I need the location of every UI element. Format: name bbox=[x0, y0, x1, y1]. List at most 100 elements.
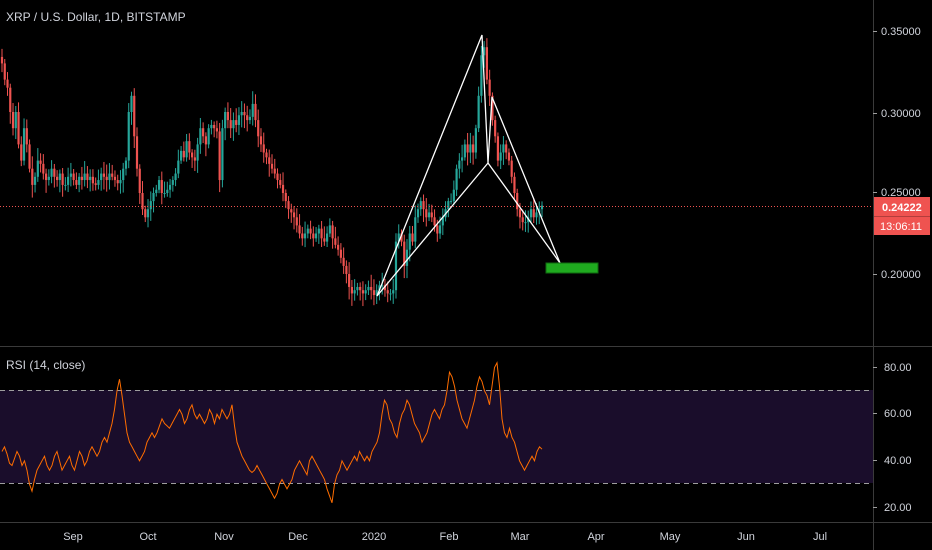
candle-body bbox=[494, 120, 497, 137]
candle-body bbox=[359, 286, 362, 291]
candle-body bbox=[174, 173, 177, 181]
candle-body bbox=[372, 290, 376, 296]
candle-body bbox=[337, 244, 340, 250]
target-zone-box[interactable] bbox=[545, 262, 599, 274]
candle-body bbox=[213, 124, 216, 129]
rsi-tick-label: 60.00 bbox=[884, 408, 912, 420]
candle-body bbox=[160, 180, 163, 193]
rsi-axis[interactable]: 80.00 60.00 40.00 20.00 bbox=[873, 362, 912, 514]
harmonic-pattern[interactable] bbox=[376, 34, 599, 297]
candle-body bbox=[185, 141, 188, 158]
candle-body bbox=[53, 168, 56, 177]
candle-body bbox=[248, 116, 252, 121]
rsi-label[interactable]: RSI (14, close) bbox=[6, 358, 85, 372]
current-price-badge-bg bbox=[874, 197, 930, 235]
candle-body bbox=[394, 241, 398, 291]
candle-body bbox=[381, 285, 384, 287]
candle-body bbox=[425, 209, 428, 218]
candle-body bbox=[257, 120, 260, 137]
candle-body bbox=[292, 212, 296, 218]
candle-body bbox=[505, 144, 508, 153]
candle-body bbox=[350, 286, 353, 294]
candle-body bbox=[408, 233, 411, 250]
time-axis[interactable]: Sep Oct Nov Dec 2020 Feb Mar Apr May Jun… bbox=[63, 531, 827, 543]
price-candles bbox=[0, 38, 544, 307]
candle-body bbox=[141, 193, 144, 210]
candle-body bbox=[177, 160, 180, 174]
time-label-jun: Jun bbox=[737, 531, 755, 543]
candle-body bbox=[89, 176, 92, 181]
candle-body bbox=[345, 265, 348, 274]
candle-body bbox=[61, 173, 64, 185]
candle-body bbox=[67, 176, 70, 185]
candle-body bbox=[232, 120, 235, 129]
candle-body bbox=[303, 233, 307, 239]
time-label-jul: Jul bbox=[813, 531, 827, 543]
candle-body bbox=[383, 285, 387, 291]
candle-body bbox=[226, 112, 230, 121]
candle-body bbox=[276, 173, 279, 181]
candle-body bbox=[361, 290, 365, 294]
candle-body bbox=[20, 144, 23, 161]
candle-body bbox=[375, 290, 378, 296]
candle-body bbox=[202, 128, 205, 137]
symbol-title[interactable]: XRP / U.S. Dollar, 1D, BITSTAMP bbox=[6, 10, 186, 24]
rsi-tick-label: 40.00 bbox=[884, 455, 912, 467]
candle-body bbox=[323, 238, 326, 242]
candle-body bbox=[17, 112, 20, 145]
candle-body bbox=[290, 209, 293, 213]
price-tick-label: 0.20000 bbox=[881, 269, 921, 281]
candle-body bbox=[466, 144, 469, 153]
candle-body bbox=[155, 189, 158, 193]
candle-body bbox=[100, 173, 103, 181]
candle-body bbox=[124, 160, 128, 169]
candle-body bbox=[469, 144, 472, 153]
candle-body bbox=[251, 103, 254, 117]
price-axis[interactable]: 0.35000 0.30000 0.25000 0.20000 bbox=[873, 26, 921, 281]
candle-body bbox=[146, 209, 150, 218]
candle-body bbox=[452, 189, 455, 202]
candle-body bbox=[78, 176, 81, 185]
candle-body bbox=[122, 168, 125, 181]
candle-body bbox=[334, 238, 337, 245]
candle-body bbox=[188, 141, 191, 153]
candle-body bbox=[138, 168, 141, 193]
candle-body bbox=[491, 95, 494, 121]
candle-body bbox=[36, 160, 39, 177]
price-tick-label: 0.35000 bbox=[881, 26, 921, 38]
candle-body bbox=[463, 144, 466, 158]
candle-body bbox=[39, 160, 42, 164]
candle-body bbox=[11, 112, 15, 129]
candle-body bbox=[518, 209, 522, 218]
pattern-line-bd bbox=[487, 162, 561, 264]
candle-body bbox=[521, 217, 524, 223]
candle-body bbox=[524, 222, 527, 224]
candle-body bbox=[218, 131, 221, 181]
price-tick-label: 0.25000 bbox=[881, 187, 921, 199]
candle-body bbox=[56, 176, 59, 181]
time-label-apr: Apr bbox=[587, 531, 604, 543]
current-price-badge[interactable]: 0.24222 13:06:11 bbox=[874, 197, 930, 235]
candle-body bbox=[182, 150, 185, 158]
candle-body bbox=[44, 173, 48, 181]
candle-body bbox=[411, 233, 414, 242]
candle-body bbox=[386, 290, 389, 294]
candle-body bbox=[436, 225, 439, 234]
candle-body bbox=[237, 115, 241, 125]
candle-body bbox=[353, 290, 356, 294]
candle-body bbox=[461, 157, 464, 161]
candle-body bbox=[328, 225, 331, 234]
candle-body bbox=[447, 201, 450, 210]
candle-body bbox=[28, 144, 31, 169]
candle-body bbox=[105, 176, 108, 181]
candle-body bbox=[529, 209, 533, 218]
candle-body bbox=[6, 79, 9, 88]
candle-body bbox=[102, 173, 106, 177]
candle-body bbox=[235, 120, 238, 125]
time-label-sep: Sep bbox=[63, 531, 83, 543]
candle-body bbox=[243, 112, 246, 116]
candle-body bbox=[510, 160, 513, 177]
candle-body bbox=[196, 144, 199, 161]
candle-body bbox=[270, 163, 274, 169]
